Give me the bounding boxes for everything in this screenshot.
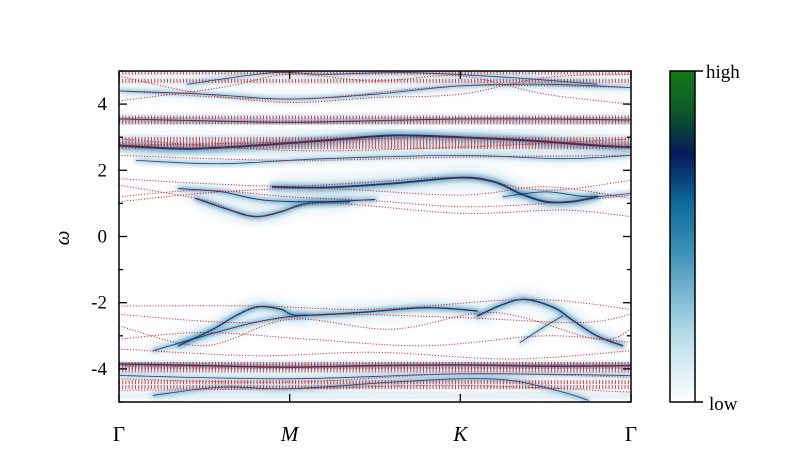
dotted-band-14 [119,331,631,347]
spectral-band-11 [476,298,624,347]
spectral-band-6 [178,188,376,203]
spectral-band-14 [152,378,589,401]
colorbar: high low [669,62,740,415]
dotted-bands [119,71,631,393]
colorbar-high-label: high [706,62,740,83]
spectral-band-15 [119,373,631,380]
x-tick-label: Γ [113,422,125,446]
x-tick-label: K [452,422,468,446]
dotted-band-4 [119,136,631,148]
dotted-band-15 [119,348,631,360]
dotted-band-11 [119,298,631,310]
dotted-band-9 [119,184,631,218]
spectral-bands [119,71,631,402]
colorbar-low-label: low [709,394,738,415]
dotted-band-2 [119,73,631,105]
dotted-band-10 [119,186,631,203]
spectral-band-10 [152,314,308,352]
dotted-band-3 [119,73,631,103]
y-tick-label: 0 [98,227,108,248]
y-tick-label: -4 [91,359,107,380]
y-axis: 4 2 0 -2 -4 [91,70,631,403]
dotted-band-18 [119,384,631,393]
dotted-band-6 [119,154,631,161]
y-tick-label: -2 [91,293,107,314]
y-tick-label: 4 [98,94,108,115]
spectral-band-2 [135,154,631,165]
spectral-band-9 [178,305,479,347]
colorbar-gradient [669,70,696,403]
spectral-band-8 [502,191,631,198]
plot-area [119,71,631,402]
spectral-band-7 [271,176,598,204]
x-tick-label: M [280,422,300,446]
spectral-continuum-12 [119,391,631,400]
dotted-band-17 [119,373,631,383]
y-tick-label: 2 [98,160,108,181]
y-axis-label: ω [50,231,74,246]
dotted-band-0 [119,118,631,123]
dotted-band-16 [119,364,631,368]
x-tick-label: Γ [625,422,637,446]
spectral-band-12 [519,315,564,343]
